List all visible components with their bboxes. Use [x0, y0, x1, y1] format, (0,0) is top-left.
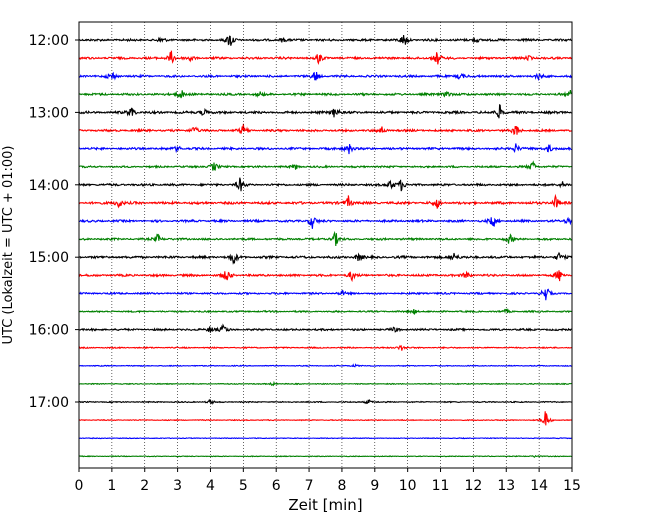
x-tick-label: 1	[107, 478, 116, 494]
seismogram-trace	[78, 177, 572, 192]
seismogram-trace	[78, 411, 572, 426]
seismogram-trace	[78, 103, 572, 119]
x-tick-label: 2	[140, 478, 149, 494]
seismogram-trace	[78, 89, 572, 99]
plot-frame	[78, 21, 573, 469]
seismogram-trace	[78, 71, 573, 82]
x-tick-label: 6	[272, 478, 281, 494]
x-tick-label: 7	[305, 478, 314, 494]
x-tick-label: 9	[370, 478, 379, 494]
seismogram-trace	[78, 160, 572, 171]
traces-layer	[78, 35, 573, 459]
y-tick-label: 15:00	[29, 250, 69, 266]
seismogram-trace	[78, 230, 572, 246]
y-tick-label: 12:00	[29, 33, 69, 49]
seismogram-trace	[78, 50, 573, 66]
seismogram-trace	[78, 363, 572, 368]
seismogram-trace	[78, 454, 572, 459]
seismogram-trace	[78, 143, 572, 155]
x-gridlines	[111, 22, 540, 468]
seismogram-trace	[78, 398, 572, 405]
seismogram-trace	[78, 193, 572, 209]
x-axis-label: Zeit [min]	[288, 496, 362, 514]
x-tick-label: 11	[432, 478, 450, 494]
seismogram-trace	[78, 270, 572, 283]
x-tick-label: 14	[530, 478, 548, 494]
x-tick-label: 0	[75, 478, 84, 494]
y-axis-ticks: 12:00 13:00 14:00 15:00 16:00 17:00	[29, 33, 79, 411]
seismogram-trace	[78, 251, 573, 265]
x-tick-label: 10	[399, 478, 417, 494]
x-tick-label: 12	[464, 478, 482, 494]
seismogram-trace	[78, 308, 572, 315]
seismogram-trace	[78, 323, 572, 333]
x-tick-label: 5	[239, 478, 248, 494]
y-axis-label: UTC (Lokalzeit = UTC + 01:00)	[1, 146, 16, 345]
x-tick-label: 8	[337, 478, 346, 494]
seismogram-trace	[78, 344, 572, 351]
seismogram-trace	[78, 437, 572, 440]
x-tick-label: 4	[206, 478, 215, 494]
y-tick-label: 16:00	[29, 323, 69, 339]
y-tick-label: 14:00	[29, 178, 69, 194]
seismogram-trace	[78, 288, 572, 301]
seismogram-trace	[78, 216, 573, 229]
x-tick-label: 13	[497, 478, 515, 494]
x-axis-ticks: 0 1 2 3 4 5 6 7 8 9 10 11 12 13 14 15	[75, 468, 581, 494]
seismogram-trace	[78, 380, 572, 387]
y-tick-label: 17:00	[29, 395, 69, 411]
y-tick-label: 13:00	[29, 105, 69, 121]
seismogram-trace	[78, 123, 572, 135]
x-tick-label: 15	[563, 478, 581, 494]
x-tick-label: 3	[173, 478, 182, 494]
seismogram-trace	[78, 35, 572, 46]
